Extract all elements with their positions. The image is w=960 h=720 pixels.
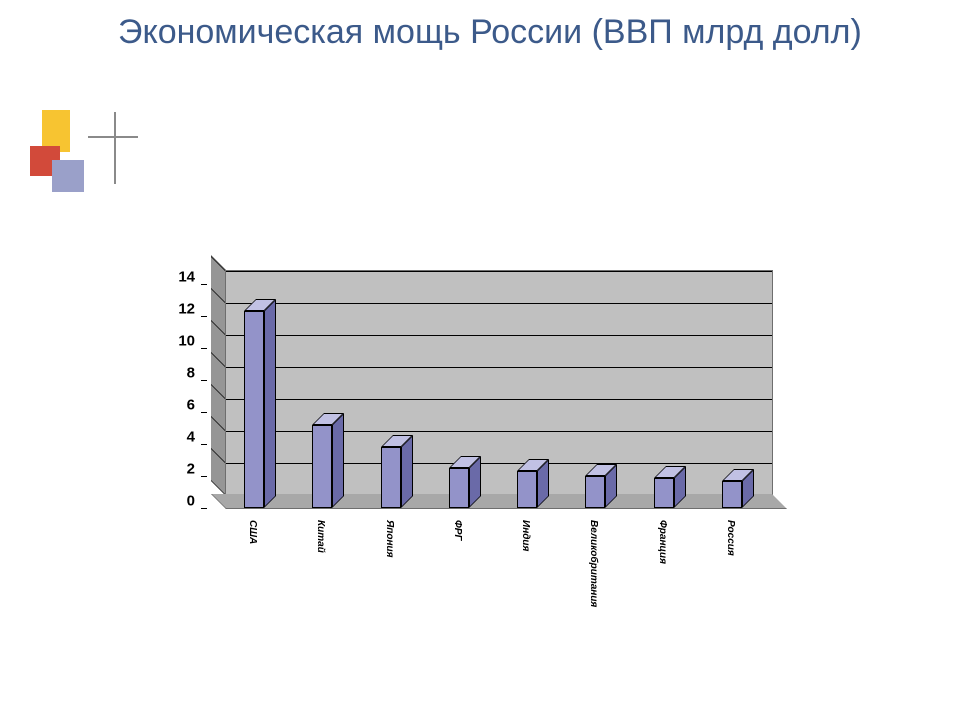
y-tick-label: 4 [187,429,195,446]
x-tick-label: Франция [657,520,668,564]
y-tick-label: 2 [187,461,195,478]
deco-line [88,136,138,138]
gdp-bar-chart: 0 2 4 6 8 10 12 14 США Китай Япония ФРГ Индия Велико… [155,270,805,610]
bar [585,464,617,508]
y-tick-label: 12 [178,301,195,318]
x-tick-label: Китай [315,520,326,553]
x-tick-label: Япония [384,520,395,558]
bar [244,299,276,508]
y-tick [201,348,207,349]
y-tick [201,444,207,445]
bar [722,469,754,508]
deco-line [114,112,116,184]
y-tick-label: 6 [187,397,195,414]
page-title: Экономическая мощь России (ВВП млрд долл… [118,12,878,52]
bar [517,459,549,508]
x-tick-label: Великобритания [588,520,599,607]
y-tick [201,316,207,317]
x-axis-labels: США Китай Япония ФРГ Индия Великобритания Фран… [211,520,771,610]
gridline-side [211,256,225,271]
x-tick-label: ФРГ [452,520,463,541]
y-tick-label: 8 [187,365,195,382]
y-tick-label: 14 [178,269,195,286]
y-tick [201,412,207,413]
y-tick [201,508,207,509]
plot-area [211,270,771,520]
deco-square [52,160,84,192]
title-decoration [30,110,160,230]
x-tick-label: Индия [520,520,531,551]
y-tick [201,284,207,285]
y-axis-labels: 02468101214 [155,270,199,500]
bar [449,456,481,508]
bar [654,466,686,508]
y-tick [201,380,207,381]
bar [312,413,344,508]
y-tick [201,476,207,477]
bar [381,435,413,508]
y-tick-label: 10 [178,333,195,350]
y-tick-label: 0 [187,493,195,510]
chart-bars [211,270,771,508]
x-tick-label: США [247,520,258,544]
x-tick-label: Россия [725,520,736,556]
